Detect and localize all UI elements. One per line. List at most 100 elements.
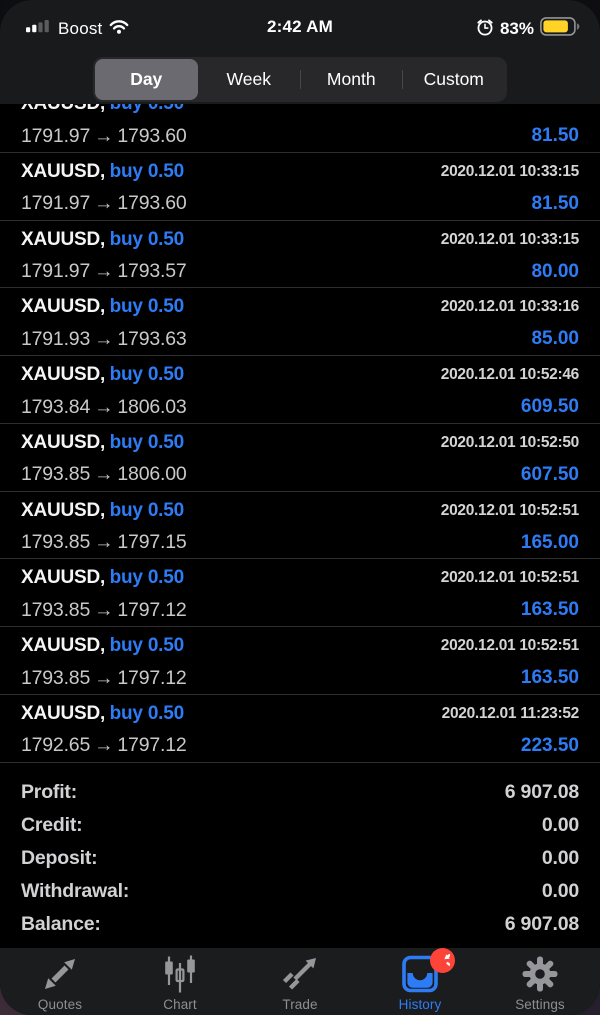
trade-row[interactable]: XAUUSD, buy 0.50 2020.12.01 10:33:15 179…	[0, 221, 600, 289]
tab-quotes[interactable]: Quotes	[0, 948, 120, 1015]
tab-history[interactable]: History	[360, 948, 480, 1015]
trade-datetime: 2020.12.01 10:52:51	[440, 637, 580, 654]
trade-row[interactable]: XAUUSD, buy 0.50 2020.12.01 10:52:51 179…	[0, 492, 600, 560]
trade-close-price: 1806.00	[117, 463, 187, 486]
trade-close-price: 1793.63	[117, 327, 187, 350]
trade-profit: 607.50	[520, 463, 579, 485]
trade-datetime: 2020.12.01 10:33:15	[440, 230, 580, 248]
trade-profit: 85.00	[531, 328, 579, 350]
history-tray-icon	[399, 948, 455, 993]
trade-close-price: 1797.12	[117, 734, 187, 757]
trade-prices: 1791.97 → 1793.57	[21, 260, 187, 283]
trade-open-price: 1792.65	[21, 734, 91, 757]
wifi-icon	[109, 19, 129, 39]
arrow-right-icon: →	[94, 395, 114, 418]
trade-symbol: XAUUSD,	[21, 431, 106, 453]
tab-label: Settings	[515, 997, 565, 1012]
trade-side-volume: buy 0.50	[109, 431, 185, 453]
summary-value: 6 907.08	[504, 781, 580, 803]
trade-open-price: 1791.97	[21, 260, 91, 282]
filter-segment-custom[interactable]: Custom	[402, 59, 506, 100]
arrow-right-icon: →	[94, 734, 114, 757]
battery-percent-label: 83%	[499, 19, 534, 38]
trade-datetime: 2020.12.01 10:33:15	[440, 162, 580, 180]
arrow-right-icon: →	[94, 260, 114, 282]
trade-prices: 1793.85 → 1797.12	[21, 667, 187, 690]
trade-row[interactable]: XAUUSD, buy 0.50 2020.12.01 10:52:51 179…	[0, 627, 600, 695]
trade-symbol: XAUUSD,	[21, 296, 106, 318]
trade-side-volume: buy 0.50	[109, 160, 185, 182]
trade-open-price: 1791.97	[21, 124, 91, 147]
arrow-right-icon: →	[94, 327, 114, 350]
tab-settings[interactable]: Settings	[480, 948, 600, 1015]
tab-chart[interactable]: Chart	[120, 948, 240, 1015]
trade-row[interactable]: XAUUSD, buy 0.50 2020.12.01 10:33:16 179…	[0, 288, 600, 356]
summary-value: 0.00	[541, 814, 579, 836]
trade-row-bottom-line: 1791.97 → 1793.60 81.50	[21, 120, 579, 152]
tab-trade[interactable]: Trade	[240, 948, 360, 1015]
trade-open-price: 1793.85	[21, 463, 91, 486]
chart-candles-icon	[160, 955, 200, 993]
trade-side-volume: buy 0.50	[109, 364, 185, 385]
trade-prices: 1793.85 → 1797.12	[21, 599, 187, 622]
summary-section: Profit: 6 907.08 Credit: 0.00 Deposit: 0…	[0, 762, 600, 941]
trade-symbol-group: XAUUSD, buy 0.50	[21, 635, 184, 657]
battery-icon	[540, 17, 580, 41]
summary-label: Profit:	[21, 781, 78, 803]
summary-row: Credit: 0.00	[21, 809, 579, 842]
trade-list: XAUUSD, buy 0.50 1791.97→1793.60 81.50 X…	[0, 85, 600, 763]
trade-row[interactable]: XAUUSD, buy 0.50 2020.12.01 10:52:46 179…	[0, 356, 600, 424]
trade-symbol: XAUUSD,	[21, 499, 106, 521]
alarm-clock-icon	[476, 18, 494, 41]
trade-row-bottom-line: 1793.85 → 1797.12 163.50	[21, 662, 579, 694]
trade-profit: 163.50	[520, 667, 579, 688]
trade-row[interactable]: XAUUSD, buy 0.50 2020.12.01 10:52:51 179…	[0, 559, 600, 627]
trade-symbol-group: XAUUSD, buy 0.50	[21, 567, 184, 589]
trade-symbol: XAUUSD,	[21, 228, 106, 250]
trade-symbol-group: XAUUSD, buy 0.50	[21, 432, 184, 454]
trade-open-price: 1793.85	[21, 598, 91, 621]
trade-row[interactable]: XAUUSD, buy 0.50 2020.12.01 10:52:50 179…	[0, 424, 600, 492]
trade-symbol-group: XAUUSD, buy 0.50	[21, 500, 184, 522]
arrow-right-icon: →	[94, 124, 114, 147]
trade-side-volume: buy 0.50	[109, 567, 185, 589]
summary-row: Withdrawal: 0.00	[21, 875, 579, 908]
arrow-right-icon: →	[94, 598, 114, 621]
trade-prices: 1793.85 → 1806.00	[21, 463, 187, 486]
trade-row-top-line: XAUUSD, buy 0.50 2020.12.01 11:23:52	[21, 698, 579, 730]
quotes-arrows-icon	[39, 955, 81, 993]
trade-row[interactable]: XAUUSD, buy 0.50 2020.12.01 10:33:15 179…	[0, 153, 600, 221]
trade-open-price: 1793.85	[21, 531, 91, 553]
filter-segment-month[interactable]: Month	[299, 59, 403, 100]
arrow-right-icon: →	[94, 192, 114, 215]
trade-row-bottom-line: 1791.97 → 1793.57 80.00	[21, 256, 579, 288]
trade-symbol-group: XAUUSD, buy 0.50	[21, 296, 184, 318]
trade-row[interactable]: XAUUSD, buy 0.50 2020.12.01 11:23:52 179…	[0, 695, 600, 763]
tab-label: Chart	[163, 997, 197, 1012]
trade-row-bottom-line: 1793.85 → 1797.15 165.00	[21, 527, 579, 559]
trade-close-price: 1793.60	[117, 192, 187, 215]
tab-bar: Quotes Chart	[0, 948, 600, 1015]
trade-prices: 1792.65 → 1797.12	[21, 734, 187, 757]
summary-label: Deposit:	[21, 847, 98, 869]
summary-value: 0.00	[541, 847, 579, 869]
notification-badge	[430, 948, 455, 973]
summary-value: 6 907.08	[504, 913, 580, 935]
trade-side-volume: buy 0.50	[109, 296, 185, 318]
filter-segment-week[interactable]: Week	[226, 69, 271, 89]
trade-side-volume: buy 0.50	[109, 702, 185, 724]
filter-segment-day[interactable]: Day	[95, 59, 198, 100]
trade-open-price: 1793.85	[21, 666, 91, 689]
trade-arrow-icon	[279, 955, 321, 993]
trade-row-bottom-line: 1793.85 → 1797.12 163.50	[21, 594, 579, 626]
trade-symbol-group: XAUUSD, buy 0.50	[21, 161, 184, 183]
trade-profit: 609.50	[520, 396, 579, 417]
trade-profit: 165.00	[520, 531, 579, 553]
trade-datetime: 2020.12.01 10:52:51	[440, 501, 580, 519]
trade-profit: 223.50	[520, 734, 579, 756]
summary-label: Withdrawal:	[21, 880, 130, 902]
trade-row-top-line: XAUUSD, buy 0.50 2020.12.01 10:33:15	[21, 156, 579, 188]
arrow-right-icon: →	[94, 463, 114, 486]
trade-datetime: 2020.12.01 10:52:51	[440, 569, 580, 587]
